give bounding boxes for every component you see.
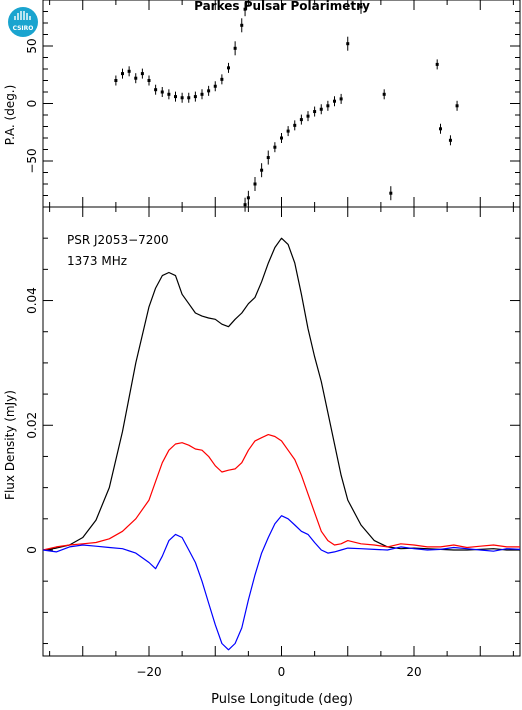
pa-point — [140, 72, 144, 76]
pa-point — [233, 46, 237, 50]
pa-point — [213, 84, 217, 88]
pa-point — [273, 145, 277, 149]
pa-point — [266, 156, 270, 160]
pa-point — [435, 62, 439, 66]
axis-ticks: −20 0 20 −50 0 50 0 0.02 0.04 — [25, 0, 520, 679]
x-axis-label: Pulse Longitude (deg) — [211, 692, 353, 707]
pa-point — [174, 95, 177, 99]
pulsar-name-label: PSR J2053−7200 — [67, 233, 169, 247]
pa-point — [121, 72, 124, 76]
pa-axis-label: P.A. (deg.) — [3, 85, 17, 146]
pa-data-points — [114, 0, 459, 212]
pa-point — [326, 104, 330, 108]
flux-series-line — [42, 434, 520, 551]
pa-point — [114, 79, 118, 82]
pa-point — [200, 92, 204, 96]
pa-point — [299, 118, 303, 122]
pa-y-tick-label: −50 — [25, 148, 39, 173]
x-tick-label: 20 — [406, 665, 421, 679]
pa-y-tick-label: 0 — [25, 100, 39, 108]
pa-panel-frame — [42, 0, 521, 208]
csiro-logo-disc — [8, 7, 38, 37]
pa-point — [439, 127, 442, 131]
pa-point — [193, 95, 197, 99]
flux-axis-label: Flux Density (mJy) — [3, 390, 17, 500]
pa-point — [127, 69, 131, 73]
pa-point — [180, 96, 184, 100]
pa-point — [207, 89, 211, 93]
pa-point — [306, 114, 310, 118]
pa-point — [243, 203, 247, 207]
pa-point — [187, 96, 191, 100]
csiro-logo-text: CSIRO — [13, 25, 34, 32]
chart-title: Parkes Pulsar Polarimetry — [194, 0, 370, 13]
x-tick-label: 0 — [278, 665, 286, 679]
pa-point — [359, 5, 363, 9]
pa-point — [448, 138, 452, 142]
pa-point — [243, 7, 247, 11]
flux-panel-frame — [42, 206, 521, 657]
flux-y-tick-label: 0 — [25, 546, 39, 554]
flux-y-tick-label: 0.04 — [25, 287, 39, 314]
pa-point — [280, 136, 283, 140]
pa-point — [227, 66, 230, 70]
pa-point — [382, 92, 386, 96]
flux-series-line — [42, 237, 520, 551]
frequency-label: 1373 MHz — [67, 254, 127, 268]
pa-point — [240, 23, 244, 27]
flux-series-line — [42, 515, 521, 651]
pa-point — [293, 123, 297, 127]
flux-y-tick-label: 0.02 — [25, 412, 39, 439]
pa-point — [455, 104, 459, 108]
csiro-logo-bars — [14, 11, 31, 20]
pa-point — [160, 90, 164, 94]
pa-y-tick-label: 50 — [25, 38, 39, 53]
pa-point — [346, 42, 350, 46]
x-tick-label: −20 — [136, 665, 161, 679]
pa-point — [319, 107, 323, 111]
pa-point — [147, 79, 151, 82]
pa-point — [220, 77, 224, 81]
pa-point — [333, 99, 336, 103]
pa-point — [167, 92, 171, 96]
pa-point — [134, 76, 138, 80]
pa-point — [260, 168, 264, 172]
pa-point — [389, 191, 393, 195]
flux-series-lines — [42, 237, 521, 651]
pa-point — [286, 129, 290, 133]
pa-point — [154, 88, 158, 92]
pa-point — [246, 196, 250, 200]
csiro-logo: CSIRO — [8, 7, 38, 37]
pa-point — [253, 182, 257, 186]
pa-point — [339, 97, 343, 101]
pa-point — [313, 110, 317, 114]
